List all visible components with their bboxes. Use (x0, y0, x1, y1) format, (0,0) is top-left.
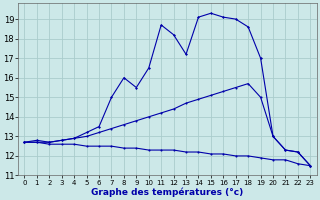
X-axis label: Graphe des températures (°c): Graphe des températures (°c) (91, 187, 244, 197)
